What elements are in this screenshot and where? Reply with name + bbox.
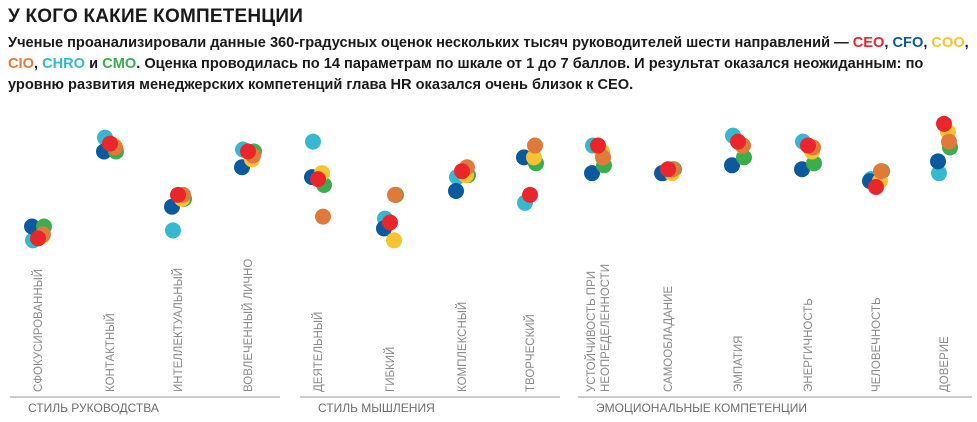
dot-chro [931, 165, 947, 182]
dot-ceo [240, 143, 256, 160]
category-dots-9 [584, 137, 612, 182]
dot-ceo [382, 214, 398, 231]
dot-ceo [590, 137, 606, 154]
category-dots-14 [930, 115, 958, 182]
category-label: САМООБЛАДАНИЕ [663, 286, 675, 392]
dot-coo [526, 149, 542, 166]
category-label: ГИБКИЙ [384, 347, 397, 392]
dot-ceo [170, 186, 186, 203]
category-dots-2 [96, 129, 124, 160]
category-label: ЧЕЛОВЕЧНОСТЬ [871, 297, 883, 392]
dot-cfo [448, 182, 464, 199]
dot-cfo [24, 218, 40, 235]
group-label: ЭМОЦИОНАЛЬНЫЕ КОМПЕТЕНЦИИ [596, 401, 807, 415]
role-cmo: CMO [102, 56, 137, 72]
category-dots-6 [376, 186, 404, 249]
category-dots-3 [164, 186, 192, 239]
category-label: ИНТЕЛЛЕКТУАЛЬНЫЙ [172, 268, 185, 392]
category-dots-12 [794, 133, 822, 178]
category-label: НЕОПРЕДЕЛЕННОСТИ [600, 264, 612, 392]
dot-cio [873, 163, 889, 180]
category-label: ЭМПАТИЯ [733, 336, 745, 392]
category-dots-8 [516, 137, 544, 211]
category-label: ДЕЯТЕЛЬНЫЙ [312, 312, 325, 392]
dot-coo [386, 232, 402, 249]
dot-ceo [730, 133, 746, 150]
category-label: УСТОЙЧИВОСТЬ ПРИ [585, 271, 598, 392]
category-label: ЭНЕРГИЧНОСТЬ [803, 298, 815, 392]
role-cio: CIO [8, 56, 34, 72]
dot-ceo [30, 230, 46, 247]
role-coo: COO [931, 35, 965, 51]
dot-ceo [522, 186, 538, 203]
dot-ceo [102, 135, 118, 152]
dot-ceo [660, 161, 676, 178]
dot-cmo [806, 155, 822, 172]
category-label: КОНТАКТНЫЙ [104, 313, 117, 392]
dot-cio [387, 186, 403, 203]
dot-cio [315, 208, 331, 225]
dot-chro [305, 133, 321, 150]
dot-ceo [936, 115, 952, 132]
category-label: КОМПЛЕКСНЫЙ [456, 302, 469, 392]
category-dots-7 [448, 159, 476, 199]
dot-ceo [454, 163, 470, 180]
chart-title: У КОГО КАКИЕ КОМПЕТЕНЦИИ [8, 6, 304, 27]
category-dots-1 [24, 218, 52, 249]
category-dots-5 [304, 133, 332, 225]
category-dots-11 [724, 127, 752, 174]
dot-cfo [794, 161, 810, 178]
subtitle-and: и [89, 56, 99, 72]
dot-chro [165, 222, 181, 239]
dot-cfo [930, 153, 946, 170]
category-label: ВОВЛЕЧЕННЫЙ ЛИЧНО [242, 259, 255, 392]
dot-cfo [584, 165, 600, 182]
category-dots-4 [234, 141, 262, 176]
category-label: ДОВЕРИЕ [939, 336, 951, 392]
dot-cfo [724, 157, 740, 174]
category-dots-10 [654, 161, 682, 182]
category-dots-13 [862, 163, 890, 195]
dot-ceo [868, 179, 884, 195]
dot-ceo [800, 137, 816, 154]
role-chro: CHRO [42, 56, 86, 72]
subtitle-part1: Ученые проанализировали данные 360-граду… [8, 35, 849, 51]
dot-ceo [310, 171, 326, 188]
dot-cio [941, 133, 957, 150]
group-label: СТИЛЬ МЫШЛЕНИЯ [318, 401, 435, 415]
group-label: СТИЛЬ РУКОВОДСТВА [28, 401, 159, 415]
dot-cio [527, 137, 543, 154]
role-cfo: CFO [892, 35, 924, 51]
category-label: СФОКУСИРОВАННЫЙ [32, 269, 45, 392]
chart-subtitle: Ученые проанализировали данные 360-граду… [8, 35, 969, 93]
subtitle-part2: . Оценка проводилась по 14 параметрам по… [8, 56, 924, 93]
dot-cmo [736, 149, 752, 166]
category-label: ТВОРЧЕСКИЙ [524, 314, 537, 392]
role-ceo: CEO [852, 35, 885, 51]
